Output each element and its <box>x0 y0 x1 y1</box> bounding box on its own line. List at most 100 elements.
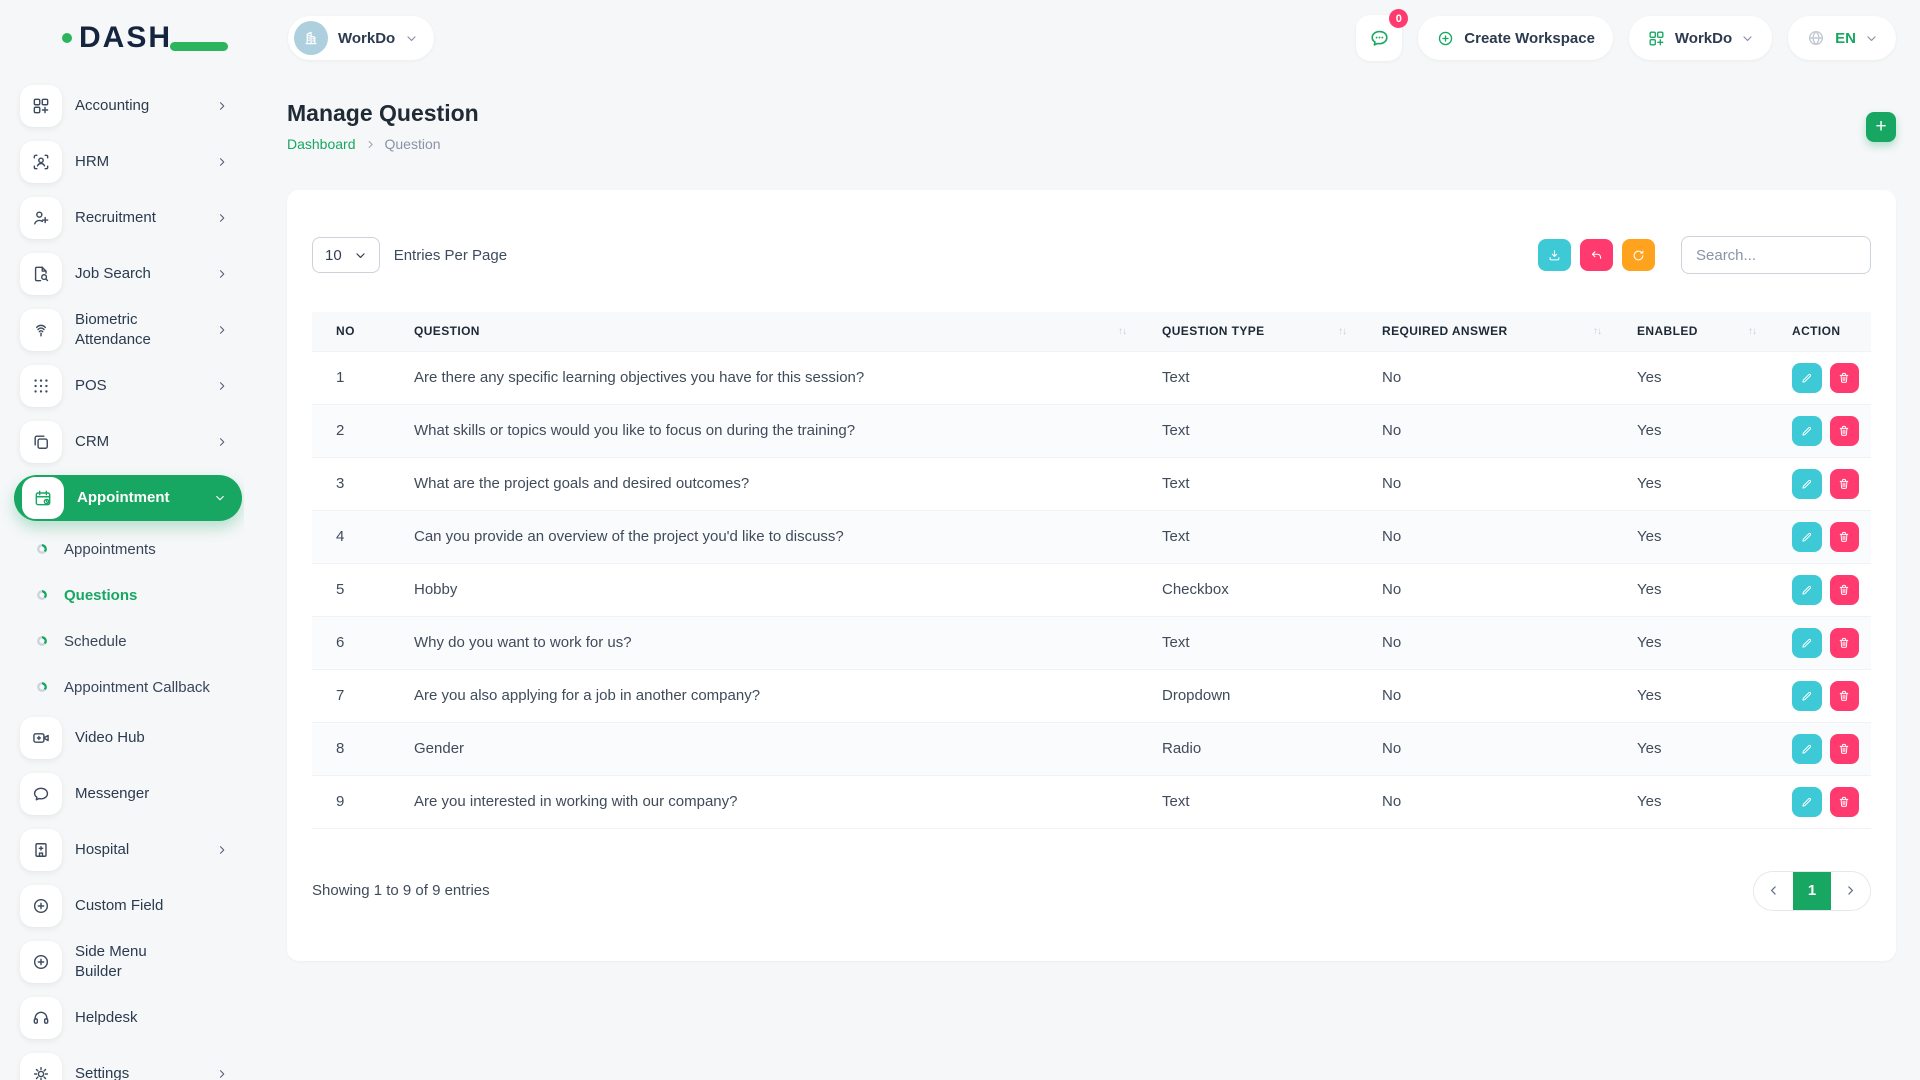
sidebar-item-label: Helpdesk <box>75 1008 138 1026</box>
delete-button[interactable] <box>1829 627 1859 658</box>
edit-button[interactable] <box>1792 733 1822 764</box>
cell-enabled: Yes <box>1613 456 1768 510</box>
pagination-page-1[interactable]: 1 <box>1793 871 1831 910</box>
cell-no: 7 <box>312 668 390 722</box>
column-header-enabled[interactable]: ENABLED ↑↓ <box>1613 312 1768 351</box>
cell-no: 9 <box>312 774 390 829</box>
edit-button[interactable] <box>1792 468 1822 499</box>
pencil-icon <box>1800 795 1814 809</box>
squares-icon <box>20 421 62 463</box>
sidebar-item-helpdesk[interactable]: Helpdesk <box>0 990 244 1046</box>
sidebar-item-label: Custom Field <box>75 896 164 914</box>
pencil-icon <box>1800 530 1814 544</box>
edit-button[interactable] <box>1792 627 1822 658</box>
cell-action <box>1768 509 1871 563</box>
delete-button[interactable] <box>1829 415 1859 446</box>
edit-button[interactable] <box>1792 362 1822 393</box>
cell-question-type: Text <box>1138 615 1358 669</box>
delete-button[interactable] <box>1829 362 1859 393</box>
cell-action <box>1768 668 1871 722</box>
table-row: 6 Why do you want to work for us? Text No Ye… <box>312 615 1871 669</box>
sidebar-subitem-schedule[interactable]: Schedule <box>0 618 244 664</box>
page-title: Manage Question <box>287 100 479 126</box>
delete-button[interactable] <box>1829 468 1859 499</box>
messages-button[interactable]: 0 <box>1356 9 1409 61</box>
breadcrumb: Dashboard Question <box>287 136 479 152</box>
cell-enabled: Yes <box>1613 403 1768 457</box>
workspace-selector[interactable]: WorkDo <box>288 16 435 60</box>
sidebar-item-pos[interactable]: POS <box>0 358 244 414</box>
cell-question-type: Radio <box>1138 721 1358 775</box>
column-header-question-type[interactable]: QUESTION TYPE ↑↓ <box>1138 312 1358 351</box>
pagination-prev-button[interactable] <box>1754 871 1793 910</box>
export-button[interactable] <box>1538 239 1571 271</box>
sidebar-item-job-search[interactable]: Job Search <box>0 246 244 302</box>
workspace-menu[interactable]: WorkDo <box>1628 16 1773 60</box>
main-content: Manage Question Dashboard Question + 10 … <box>244 66 1920 1080</box>
table-row: 2 What skills or topics would you like to… <box>312 403 1871 457</box>
edit-button[interactable] <box>1792 415 1822 446</box>
cell-question-type: Checkbox <box>1138 562 1358 616</box>
sidebar-subitem-label: Appointments <box>64 540 156 558</box>
create-workspace-button[interactable]: Create Workspace <box>1418 16 1613 60</box>
hospital-icon <box>20 829 62 871</box>
search-input[interactable] <box>1681 236 1871 274</box>
delete-button[interactable] <box>1829 521 1859 552</box>
showing-entries-text: Showing 1 to 9 of 9 entries <box>312 882 490 899</box>
cell-no: 5 <box>312 562 390 616</box>
sidebar-item-hrm[interactable]: HRM <box>0 134 244 190</box>
delete-button[interactable] <box>1829 733 1859 764</box>
sidebar-item-crm[interactable]: CRM <box>0 414 244 470</box>
chevron-right-icon <box>216 380 228 392</box>
edit-button[interactable] <box>1792 574 1822 605</box>
sort-icon: ↑↓ <box>1118 325 1127 337</box>
column-label: REQUIRED ANSWER <box>1382 324 1508 339</box>
sidebar-item-appointment[interactable]: Appointment <box>14 475 242 521</box>
reset-button[interactable] <box>1580 239 1613 271</box>
table-row: 5 Hobby Checkbox No Yes <box>312 562 1871 616</box>
sidebar-item-accounting[interactable]: Accounting <box>0 78 244 134</box>
bullet-icon <box>37 544 47 554</box>
sidebar-item-messenger[interactable]: Messenger <box>0 766 244 822</box>
sidebar-subitem-appointments[interactable]: Appointments <box>0 526 244 572</box>
column-header-required-answer[interactable]: REQUIRED ANSWER ↑↓ <box>1358 312 1613 351</box>
video-icon <box>20 717 62 759</box>
grid-plus-icon <box>20 85 62 127</box>
message-count-badge: 0 <box>1389 9 1409 28</box>
calendar-icon <box>22 477 64 519</box>
sidebar-item-custom-field[interactable]: Custom Field <box>0 878 244 934</box>
cell-question-type: Text <box>1138 774 1358 829</box>
breadcrumb-dashboard-link[interactable]: Dashboard <box>287 136 356 152</box>
chevron-down-icon <box>405 32 418 45</box>
column-header-question[interactable]: QUESTION ↑↓ <box>390 312 1138 351</box>
column-label: NO <box>336 324 355 339</box>
delete-button[interactable] <box>1829 680 1859 711</box>
entries-per-page-select[interactable]: 10 <box>312 237 380 273</box>
sidebar-item-biometric-attendance[interactable]: Biometric Attendance <box>0 302 244 358</box>
logo-text: DASH <box>79 21 173 54</box>
edit-button[interactable] <box>1792 680 1822 711</box>
sidebar-item-video-hub[interactable]: Video Hub <box>0 710 244 766</box>
sidebar-item-settings[interactable]: Settings <box>0 1046 244 1080</box>
language-menu[interactable]: EN <box>1788 16 1896 60</box>
sidebar-item-recruitment[interactable]: Recruitment <box>0 190 244 246</box>
edit-button[interactable] <box>1792 521 1822 552</box>
sidebar-subitem-questions[interactable]: Questions <box>0 572 244 618</box>
cell-question-type: Text <box>1138 350 1358 404</box>
pagination-next-button[interactable] <box>1831 871 1870 910</box>
sidebar-item-hospital[interactable]: Hospital <box>0 822 244 878</box>
column-label: QUESTION TYPE <box>1162 324 1265 339</box>
questions-card: 10 Entries Per Page NO QUESTION ↑↓QUESTI… <box>287 190 1896 961</box>
refresh-button[interactable] <box>1622 239 1655 271</box>
chevron-right-icon <box>216 436 228 448</box>
bullet-icon <box>37 682 47 692</box>
app-logo[interactable]: DASH <box>62 21 228 54</box>
add-question-button[interactable]: + <box>1866 112 1896 142</box>
delete-button[interactable] <box>1829 786 1859 817</box>
cell-no: 1 <box>312 350 390 404</box>
delete-button[interactable] <box>1829 574 1859 605</box>
sidebar-item-side-menu-builder[interactable]: Side Menu Builder <box>0 934 244 990</box>
cell-enabled: Yes <box>1613 615 1768 669</box>
sidebar-subitem-appointment-callback[interactable]: Appointment Callback <box>0 664 244 710</box>
edit-button[interactable] <box>1792 786 1822 817</box>
